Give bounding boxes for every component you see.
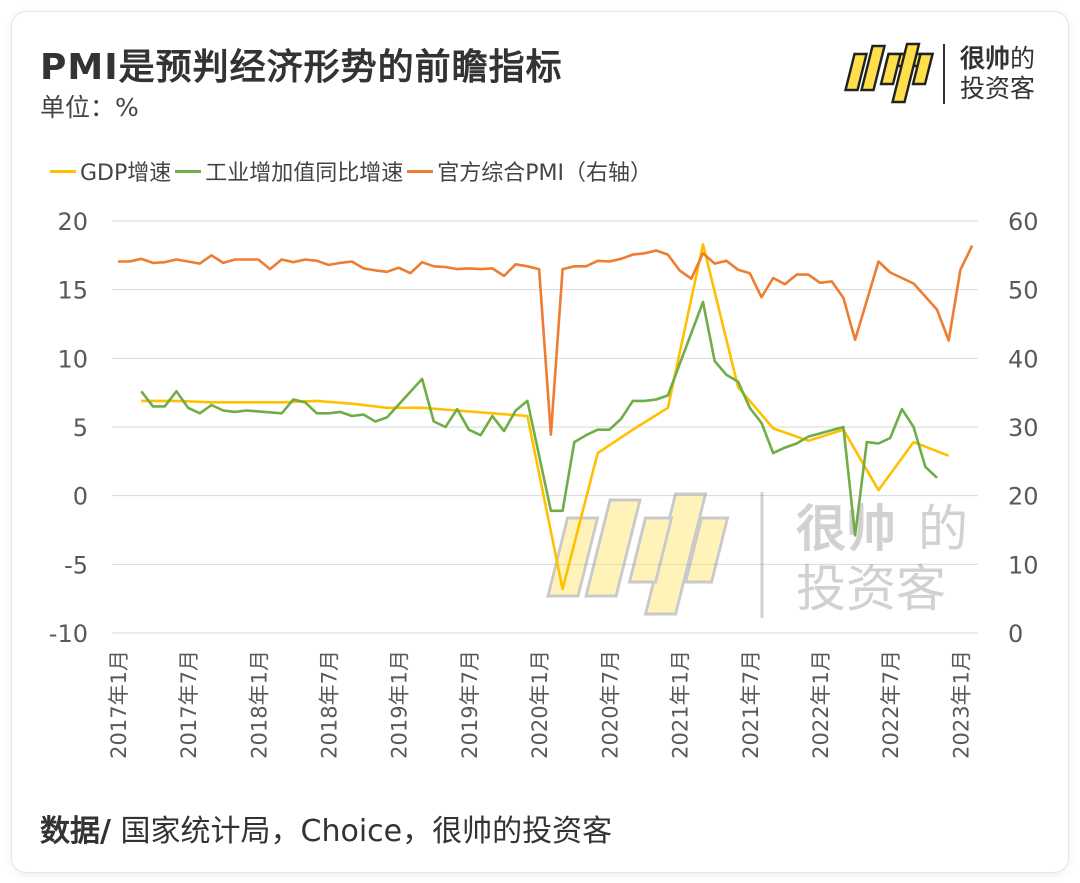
x-tick-label: 2019年7月 [458,650,482,759]
legend-label-industrial: 工业增加值同比增速 [205,161,404,186]
legend-label-gdp: GDP增速 [80,161,172,186]
right-tick-label: 20 [1008,483,1039,511]
source-text: 国家统计局，Choice，很帅的投资客 [110,814,613,849]
x-tick-label: 2022年7月 [879,650,903,759]
right-tick-label: 60 [1008,208,1039,236]
brand-name-line2: 投资客 [960,74,1036,103]
x-tick-label: 2018年1月 [247,650,271,759]
x-tick-label: 2020年7月 [598,650,622,759]
x-tick-label: 2018年7月 [318,650,342,759]
legend-item-industrial: 工业增加值同比增速 [175,155,403,187]
left-tick-label: -10 [49,620,88,648]
series-line-industrial [140,300,938,537]
brand-name: 很帅的 投资客 [960,44,1035,104]
x-tick-label: 2021年7月 [739,650,763,759]
left-tick-label: 20 [57,208,88,236]
watermark-line1-bold: 很帅 [796,500,896,558]
right-tick-label: 10 [1008,551,1039,579]
brand-logo-icon [843,42,935,104]
left-axis: -10 -5 0 5 10 15 20 [49,208,88,648]
brand-name-bold: 很帅 [960,44,1011,73]
brand-divider [943,44,945,104]
x-tick-label: 2017年7月 [177,650,201,759]
x-axis: 2017年1月 2017年7月 2018年1月 2018年7月 2019年1月 2019年… [107,650,974,759]
right-tick-label: 50 [1008,277,1039,305]
x-tick-label: 2022年1月 [809,650,833,759]
left-tick-label: -5 [64,551,88,579]
left-tick-label: 5 [73,414,88,442]
x-tick-label: 2020年1月 [528,650,552,759]
left-tick-label: 10 [57,345,88,373]
unit-label: 单位：% [40,93,139,122]
source-label: 数据/ [40,814,111,849]
series-line-gdp [141,243,950,591]
x-tick-label: 2017年1月 [107,650,131,759]
watermark-line2: 投资客 [796,560,946,618]
x-tick-label: 2023年1月 [949,650,973,759]
series-line-pmi [117,245,974,436]
watermark-line1-rest: 的 [918,500,968,558]
brand-name-rest: 的 [1010,44,1036,73]
legend-label-pmi: 官方综合PMI（右轴） [437,161,653,186]
left-tick-label: 0 [73,483,88,511]
chart-card [12,12,1068,872]
page-title: PMI是预判经济形势的前瞻指标 [40,47,563,88]
chart-legend: GDP增速 工业增加值同比增速 官方综合PMI（右轴） [50,155,656,187]
legend-item-pmi: 官方综合PMI（右轴） [407,155,652,187]
right-tick-label: 40 [1008,345,1039,373]
legend-swatch-industrial [175,169,202,173]
watermark: 很帅 的 投资客 [546,492,968,618]
x-tick-label: 2021年1月 [669,650,693,759]
x-tick-label: 2019年1月 [388,650,412,759]
right-tick-label: 30 [1008,414,1039,442]
legend-swatch-gdp [50,169,76,173]
right-tick-label: 0 [1008,620,1023,648]
legend-item-gdp: GDP增速 [50,155,171,187]
source-note: 数据/ 国家统计局，Choice，很帅的投资客 [40,806,612,850]
watermark-logo-icon [546,492,730,616]
legend-swatch-pmi [407,169,434,173]
series-lines [117,243,974,591]
left-tick-label: 15 [57,277,88,305]
right-axis: 0 10 20 30 40 50 60 [1008,208,1039,648]
